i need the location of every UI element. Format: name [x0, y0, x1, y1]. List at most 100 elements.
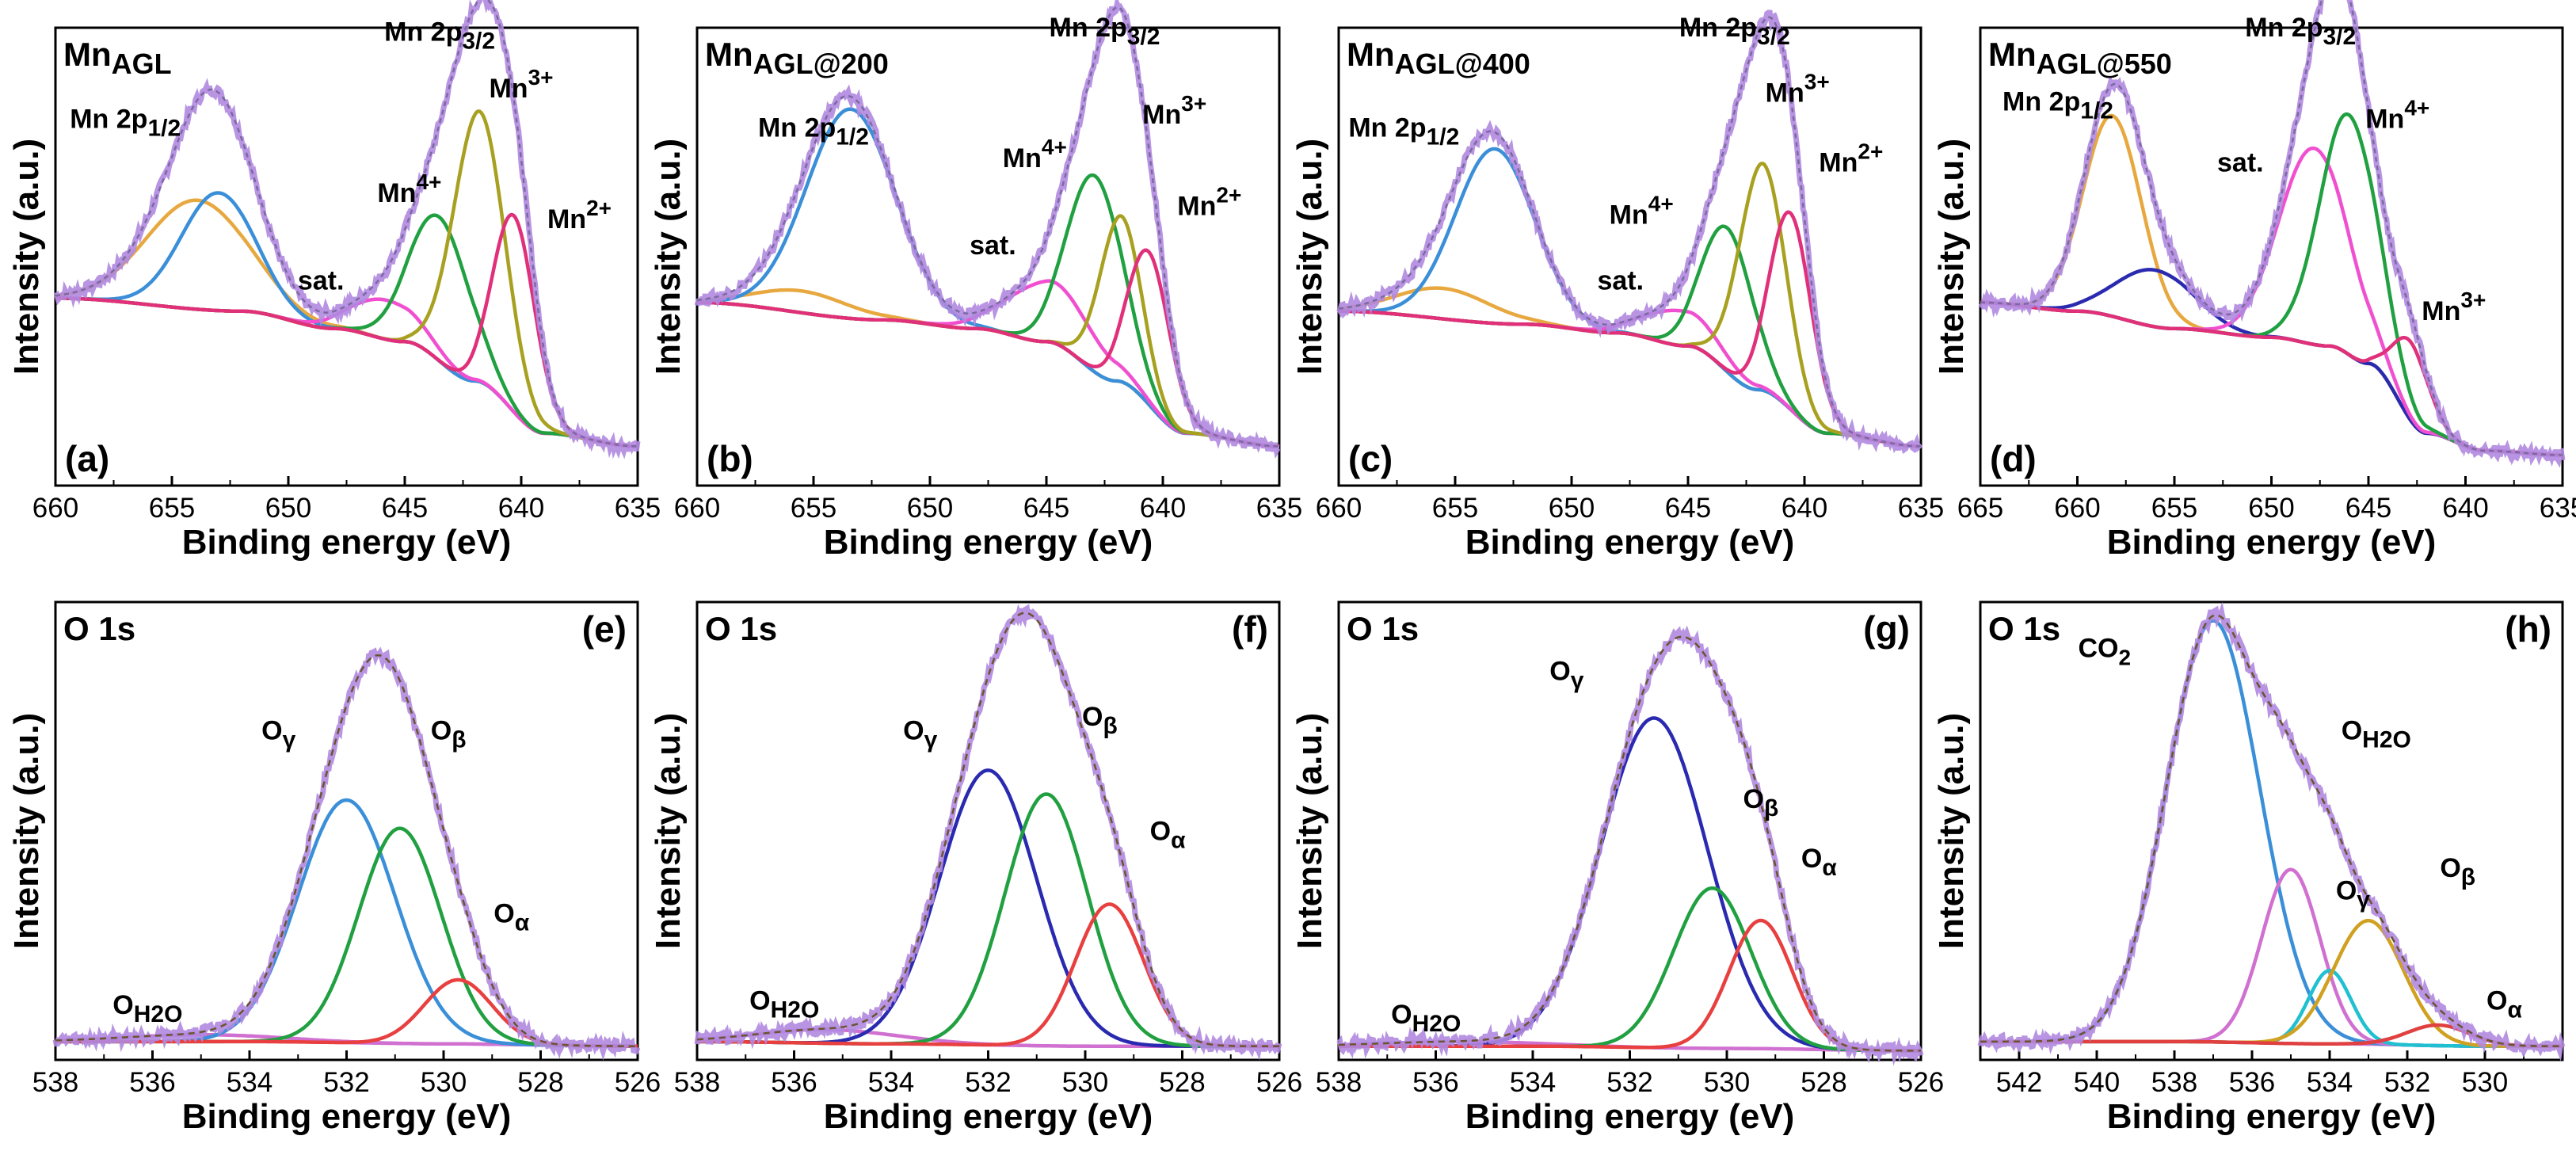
plot-frame: [1979, 600, 2564, 1061]
background-line: [697, 300, 1280, 448]
annotation-label: Mn 2p1/2: [70, 105, 181, 142]
annotation-label: Mn 2p1/2: [758, 113, 869, 151]
chart-panel-d: 665 660 655 650 645 640 635 Binding energy (eV)…: [1932, 0, 2576, 562]
fit-envelope-line: [1338, 16, 1922, 448]
peak-mn2-: [55, 212, 638, 448]
panel-tag: (c): [1348, 438, 1393, 479]
x-tick-label: 650: [907, 493, 953, 524]
peak-o-: [1339, 716, 1921, 1053]
x-tick-label: 640: [2442, 493, 2488, 524]
y-axis-label: Intensity (a.u.): [1932, 139, 1971, 375]
y-axis-label: Intensity (a.u.): [649, 139, 688, 375]
annotation-label: Mn4+: [2365, 96, 2429, 135]
x-tick-label: 640: [498, 493, 544, 524]
x-tick-label: 645: [1023, 493, 1069, 524]
annotation-label: Mn2+: [547, 196, 612, 234]
chart-panel-c: 660 655 650 645 640 635 Binding energy (eV) Int…: [1290, 10, 1944, 562]
panel-tag: (h): [2505, 608, 2551, 650]
annotation-label: Oγ: [2336, 876, 2370, 913]
annotation-label: Mn4+: [1610, 192, 1674, 231]
x-tick-label: 534: [227, 1067, 272, 1098]
annotation-label: OH2O: [1391, 1000, 1461, 1037]
peak-mn-2p1-2-2-: [696, 107, 1280, 448]
x-tick-label: 532: [1606, 1067, 1652, 1098]
panel-title: O 1s: [63, 610, 135, 647]
x-tick-label: 645: [1665, 493, 1711, 524]
annotation-label: Mn 2p3/2: [2245, 13, 2356, 50]
plot-frame: [54, 600, 639, 1061]
panel-title: O 1s: [1347, 610, 1419, 647]
x-tick-label: 655: [149, 493, 195, 524]
x-tick-label: 526: [1898, 1067, 1944, 1098]
peak-mn-2p1-2-1-: [55, 198, 638, 448]
x-tick-label: 530: [1062, 1067, 1108, 1098]
annotation-label: Mn3+: [489, 65, 553, 104]
x-tick-label: 530: [1704, 1067, 1750, 1098]
x-tick-label: 528: [517, 1067, 563, 1098]
x-axis-label: Binding energy (eV): [1465, 523, 1795, 562]
x-tick-label: 536: [2229, 1067, 2275, 1098]
annotation-label: sat.: [2217, 148, 2264, 178]
x-tick-label: 540: [2074, 1067, 2120, 1098]
x-axis-label: Binding energy (eV): [182, 1097, 512, 1136]
annotation-label: Mn2+: [1177, 183, 1241, 222]
x-axis-label: Binding energy (eV): [182, 523, 512, 562]
annotation-label: Mn 2p1/2: [2002, 87, 2113, 124]
background-line: [1339, 309, 1922, 448]
x-axis-label: Binding energy (eV): [2107, 523, 2437, 562]
chart-panel-a: 660 655 650 645 640 635 Binding energy (eV) Int…: [7, 0, 661, 562]
background-line: [1980, 300, 2563, 457]
annotation-label: Mn4+: [377, 170, 441, 208]
chart-panel-f: 538 536 534 532 530 528 526 Binding energy (eV)…: [649, 600, 1302, 1136]
x-tick-label: 538: [674, 1067, 720, 1098]
panel-title: MnAGL@550: [1988, 36, 2172, 80]
y-axis-label: Intensity (a.u.): [649, 713, 688, 949]
annotation-label: Mn 2p3/2: [384, 17, 495, 55]
panel-title: MnAGL@400: [1347, 36, 1530, 80]
annotation-label: Oα: [493, 899, 529, 936]
panel-tag: (d): [1990, 438, 2037, 479]
x-tick-label: 660: [32, 493, 78, 524]
x-tick-label: 635: [615, 493, 661, 524]
annotation-label: Oβ: [2440, 853, 2475, 890]
peak-o-: [697, 902, 1279, 1048]
annotation-label: Mn4+: [1003, 135, 1067, 173]
peak-oh2o: [1980, 867, 2563, 1048]
x-tick-label: 532: [2384, 1067, 2430, 1098]
x-tick-label: 665: [1957, 493, 2003, 524]
annotation-label: Mn3+: [1766, 70, 1830, 109]
annotation-label: sat.: [970, 231, 1016, 261]
panel-title: O 1s: [705, 610, 777, 647]
peak-mn-2p1-2-1-: [1980, 113, 2563, 457]
x-axis-label: Binding energy (eV): [2107, 1097, 2437, 1136]
x-tick-label: 538: [2151, 1067, 2197, 1098]
panel-tag: (f): [1232, 608, 1268, 650]
fit-envelope-line: [696, 612, 1279, 1047]
annotation-label: Mn 2p3/2: [1679, 13, 1790, 50]
x-tick-label: 526: [615, 1067, 661, 1098]
x-tick-label: 542: [1996, 1067, 2042, 1098]
fit-envelope-line: [696, 6, 1280, 448]
fit-envelope-line: [1338, 635, 1921, 1052]
x-tick-label: 660: [2054, 493, 2100, 524]
x-tick-label: 534: [868, 1067, 914, 1098]
plot-frame: [1337, 600, 1922, 1061]
raw-data-line: [52, 646, 641, 1061]
peak-sat-: [1339, 308, 1922, 448]
plot-frame: [54, 26, 639, 487]
y-axis-label: Intensity (a.u.): [7, 139, 46, 375]
fit-envelope-line: [55, 654, 638, 1047]
x-axis-label: Binding energy (eV): [824, 1097, 1153, 1136]
annotation-label: sat.: [1597, 265, 1644, 295]
annotation-label: Oγ: [903, 715, 937, 753]
raw-data-line: [54, 0, 641, 459]
x-axis-label: Binding energy (eV): [824, 523, 1153, 562]
x-tick-label: 635: [2540, 493, 2576, 524]
annotation-label: Oα: [1801, 844, 1837, 881]
fit-envelope-line: [1980, 614, 2563, 1047]
x-tick-label: 640: [1781, 493, 1827, 524]
x-tick-label: 645: [2345, 493, 2391, 524]
annotation-label: Oα: [2486, 985, 2522, 1023]
raw-data-line: [694, 0, 1281, 459]
peak-mn-2p1-2-1-: [1338, 286, 1922, 448]
